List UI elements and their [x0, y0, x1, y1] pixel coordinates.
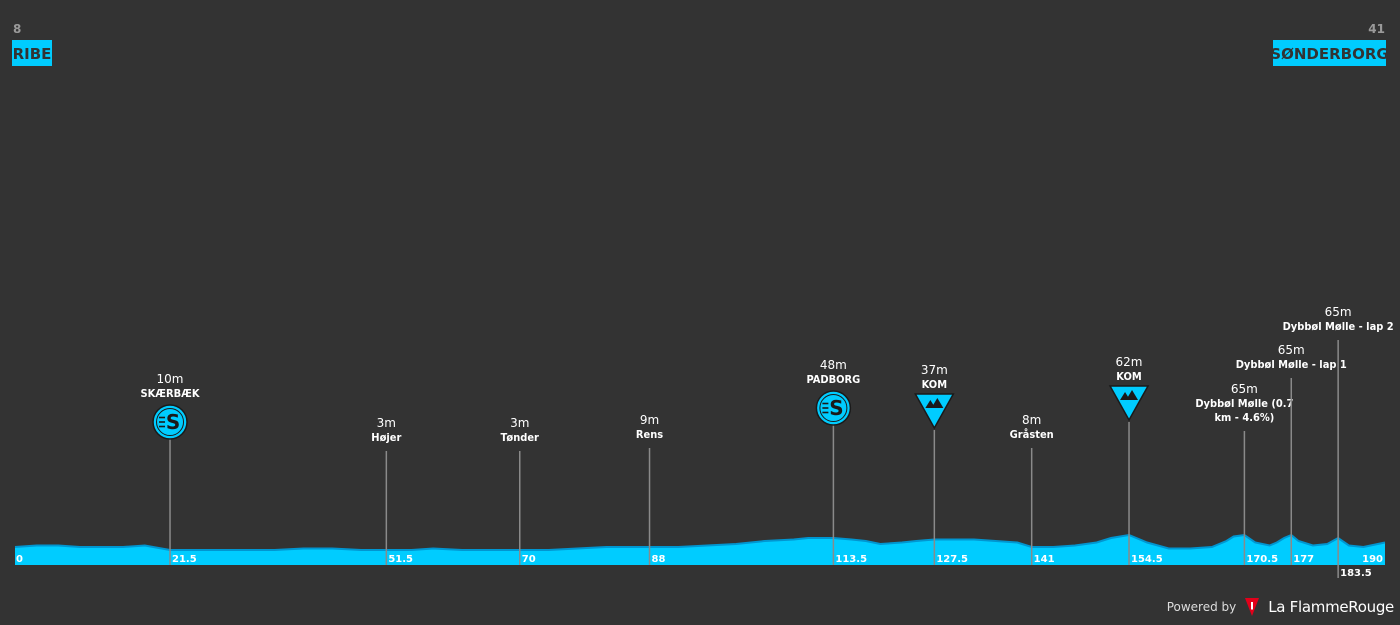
start-km-label: 8	[13, 22, 21, 36]
sprint-icon: S	[152, 404, 188, 440]
kom-icon	[914, 393, 955, 430]
sprint-icon: S	[815, 390, 852, 426]
x-tick-label: 51.5	[388, 554, 413, 565]
elevation-profile-area	[15, 535, 1385, 565]
marker-elevation: 37m	[921, 363, 948, 377]
marker-name: Tønder	[501, 431, 540, 444]
marker-name: Dybbøl Mølle - lap 2	[1283, 320, 1394, 333]
svg-text:S: S	[829, 396, 843, 420]
marker-name: Rens	[636, 428, 663, 441]
marker-elevation: 3m	[377, 416, 396, 430]
x-tick-label: 21.5	[172, 554, 197, 565]
x-tick-label: 177	[1293, 554, 1314, 565]
x-tick-label: 183.5	[1340, 568, 1372, 579]
kom-icon	[1108, 385, 1150, 422]
elevation-profile-outline	[14, 533, 1386, 551]
marker-name: Gråsten	[1010, 428, 1054, 441]
finish-city-label: SØNDERBORG	[1270, 45, 1388, 63]
marker-elevation: 62m	[1116, 355, 1143, 369]
footer: Powered by La FlammeRouge	[1167, 595, 1394, 619]
start-label-box	[12, 40, 52, 66]
x-tick-label: 127.5	[936, 554, 968, 565]
marker-name: Dybbøl Mølle (0.7	[1195, 397, 1293, 410]
x-tick-label: 170.5	[1246, 554, 1278, 565]
marker-name: SKÆRBÆK	[140, 387, 199, 400]
x-tick-label: 0	[16, 554, 23, 565]
x-tick-label: 113.5	[835, 554, 867, 565]
profile-layer	[14, 533, 1386, 565]
marker-elevation: 8m	[1022, 413, 1041, 427]
marker-elevation: 9m	[640, 413, 659, 427]
marker-elevation: 65m	[1278, 343, 1305, 357]
marker-elevation: 48m	[820, 358, 847, 372]
flame-rouge-logo-icon	[1245, 598, 1260, 616]
x-tick-label: 154.5	[1131, 554, 1163, 565]
tick-layer: 0 21.5 51.5 70 88 113.5 127.5 141 154.5 170.5 177 1…	[16, 554, 1383, 579]
marker-elevation: 10m	[157, 372, 184, 386]
finish-km-label: 41	[1368, 22, 1385, 36]
marker-name: Højer	[371, 431, 401, 444]
powered-by-text: Powered by	[1166, 600, 1237, 614]
x-tick-label: 141	[1034, 554, 1055, 565]
finish-label-box	[1273, 40, 1386, 66]
marker-elevation: 65m	[1231, 382, 1258, 396]
x-tick-label: 70	[522, 554, 536, 565]
marker-name: km - 4.6%)	[1214, 411, 1274, 424]
x-tick-label: 190	[1362, 554, 1383, 565]
marker-name: KOM	[1116, 370, 1141, 383]
marker-elevation: 3m	[510, 416, 529, 430]
x-tick-label: 88	[652, 554, 666, 565]
marker-name: PADBORG	[806, 373, 860, 386]
marker-name: Dybbøl Mølle - lap 1	[1236, 358, 1347, 371]
brand-name: La FlammeRouge	[1268, 598, 1394, 616]
marker-name: KOM	[922, 378, 947, 391]
svg-text:S: S	[166, 410, 180, 434]
start-city-label: RIBE	[13, 45, 52, 63]
marker-elevation: 65m	[1325, 305, 1352, 319]
